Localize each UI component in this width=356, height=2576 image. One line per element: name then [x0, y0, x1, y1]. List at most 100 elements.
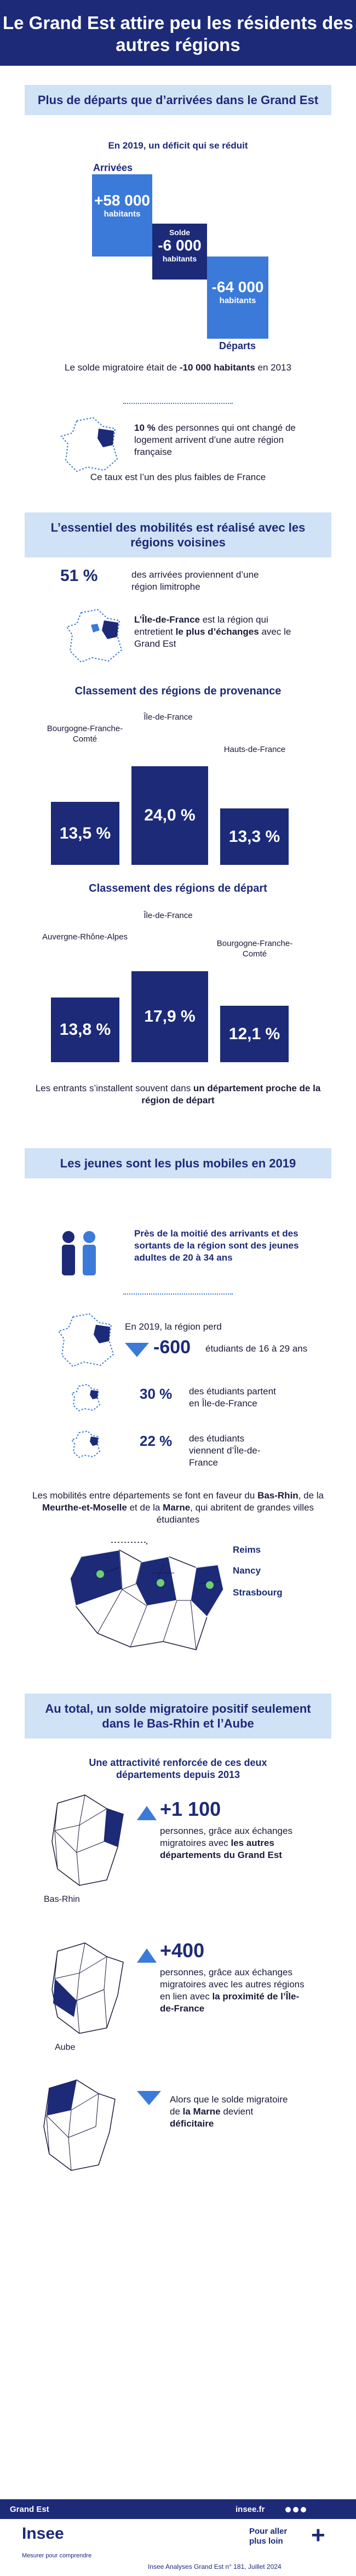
marne-map — [43, 2079, 116, 2172]
mob-text1: Les mobilités entre départements se font… — [32, 1490, 258, 1501]
dep-region-3: Bourgogne-Franche-Comté — [216, 939, 293, 959]
mob-bold3: Marne — [163, 1502, 191, 1513]
bas-rhin-text: personnes, grâce aux échanges migratoire… — [160, 1825, 313, 1861]
note-pre: Le solde migratoire était de — [65, 362, 180, 373]
france-idf-map-icon — [66, 608, 123, 663]
prov-bar-idf: 24,0 % — [131, 766, 208, 865]
aube-map — [51, 1942, 124, 2034]
departures-unit: habitants — [219, 296, 256, 305]
dep-region-1: Auvergne-Rhône-Alpes — [42, 932, 128, 942]
aube-bold: la proximité de l’Île-de-France — [160, 1991, 300, 2014]
plus-icon[interactable]: + — [311, 2522, 325, 2549]
aube-label: Aube — [55, 2043, 76, 2052]
idf-bold2: le plus d’échanges — [175, 626, 259, 637]
stu2-text: des étudiants viennent d’Île-de-France — [189, 1433, 261, 1468]
br-bold: les autres départements du Grand Est — [160, 1838, 282, 1860]
title-band: Le Grand Est attire peu les résidents de… — [0, 0, 356, 66]
entrants-text: Les entrants s’installent souvent dans u… — [33, 1082, 323, 1107]
marne-text2: devient — [220, 2106, 254, 2117]
dep-region-2: Île-de-France — [143, 911, 193, 920]
lose-pre: En 2019, la région perd — [125, 1321, 222, 1332]
dep-bar-ara: 13,8 % — [51, 998, 119, 1062]
marne-text1: Alors que le solde migratoire de — [170, 2094, 288, 2117]
aube-text: personnes, grâce aux échanges migratoire… — [160, 1967, 308, 2015]
city-reims: Reims — [233, 1545, 261, 1555]
dep-bar-bfc: 12,1 % — [220, 1006, 289, 1062]
br-text1: personnes, grâce aux échanges migratoire… — [160, 1826, 292, 1848]
idf-text2: avec le Grand Est — [134, 626, 291, 649]
arrivals-label: Arrivées — [93, 162, 133, 173]
prov-region-2: Île-de-France — [143, 713, 193, 722]
aube-text1: personnes, grâce aux échanges migratoire… — [160, 1967, 305, 2002]
france-students-map-icon — [58, 1313, 114, 1367]
prov-region-1: Bourgogne-Franche-Comté — [47, 724, 123, 744]
departures-value: -64 000 — [211, 278, 264, 295]
people-icon — [62, 1231, 96, 1275]
pct-newcomers: 10 % des personnes qui ont changé de log… — [134, 422, 304, 458]
page-title: Le Grand Est attire peu les résidents de… — [2, 13, 354, 55]
insee-tagline: Mesurer pour comprendre — [22, 2552, 92, 2559]
s1-subtitle: En 2019, un déficit qui se réduit — [108, 140, 248, 151]
social-icons[interactable] — [285, 2506, 307, 2514]
solde-box: Solde -6 000 habitants — [152, 224, 207, 280]
bas-rhin-value: +1 100 — [160, 1798, 221, 1820]
aube-value: +400 — [160, 1939, 205, 1962]
entrants-bold: un département proche de la région de dé… — [141, 1083, 321, 1105]
neighbour-pct: 51 % — [60, 567, 98, 585]
entrants-pre: Les entrants s’installent souvent dans — [35, 1083, 193, 1093]
divider — [123, 1293, 233, 1295]
city-nancy: Nancy — [233, 1565, 261, 1576]
solde-note: Le solde migratoire était de -10 000 hab… — [0, 362, 356, 374]
note-post: en 2013 — [255, 362, 291, 373]
dep-bar-idf: 17,9 % — [131, 971, 208, 1062]
solde-value: -6 000 — [158, 237, 202, 254]
prov-region-3: Hauts-de-France — [223, 745, 286, 754]
divider — [123, 403, 233, 404]
mobility-text: Les mobilités entre départements se font… — [30, 1490, 326, 1526]
arrivals-box: +58 000 habitants — [92, 174, 152, 257]
france-small-map-icon — [71, 1383, 101, 1412]
bas-rhin-label: Bas-Rhin — [44, 1895, 80, 1904]
prov-title: Classement des régions de provenance — [74, 685, 282, 697]
mob-text3: et de la — [127, 1502, 163, 1513]
mob-bold2: Meurthe-et-Moselle — [42, 1502, 127, 1513]
idf-bold: L’Île-de-France — [134, 614, 200, 625]
departures-box: -64 000 habitants — [207, 257, 268, 339]
grand-est-departments-map — [70, 1542, 224, 1650]
rate-note: Ce taux est l’un des plus faibles de Fra… — [90, 472, 266, 482]
prov-bar-hdf: 13,3 % — [220, 808, 289, 865]
idf-text: L’Île-de-France est la région qui entret… — [134, 614, 298, 650]
s4-subtitle: Une attractivité renforcée de ces deux d… — [89, 1757, 267, 1780]
pct-value: 10 % — [134, 423, 156, 433]
bas-rhin-map — [51, 1794, 124, 1887]
solde-label: Solde — [169, 228, 191, 237]
pct-text: des personnes qui ont changé de logement… — [134, 423, 296, 457]
note-bold: -10 000 habitants — [179, 362, 255, 373]
footer-site[interactable]: insee.fr — [236, 2505, 265, 2514]
stu2-pct: 22 % — [140, 1433, 173, 1449]
dep-title: Classement des régions de départ — [89, 882, 267, 894]
arrow-down-icon — [125, 1343, 149, 1357]
city-strasbourg: Strasbourg — [233, 1587, 283, 1598]
footer-band: Grand Est insee.fr — [0, 2499, 356, 2519]
young-text: Près de la moitié des arrivants et des s… — [134, 1228, 299, 1263]
arrivals-value: +58 000 — [94, 192, 150, 209]
footer-region: Grand Est — [10, 2505, 49, 2514]
stu1-pct: 30 % — [140, 1386, 173, 1402]
solde-unit: habitants — [162, 254, 197, 263]
marne-text: Alors que le solde migratoire de la Marn… — [170, 2094, 290, 2130]
arrivals-unit: habitants — [104, 209, 141, 219]
neighbour-text: des arrivées proviennent d’une région li… — [131, 569, 259, 592]
departures-label: Départs — [219, 340, 256, 351]
lose-post: étudiants de 16 à 29 ans — [205, 1343, 308, 1354]
insee-logo: Insee — [22, 2524, 64, 2543]
marne-bold2: déficitaire — [170, 2118, 214, 2129]
mob-text2: , de la — [298, 1490, 324, 1501]
france-small-map-icon — [71, 1430, 101, 1458]
arrow-up-icon — [137, 1806, 157, 1820]
footer-reference: Insee Analyses Grand Est n° 181, Juillet… — [148, 2563, 282, 2571]
pour-aller-plus-loin[interactable]: Pour aller plus loin — [249, 2527, 288, 2546]
idf-text1: est la région qui entretient — [134, 614, 268, 637]
section-3-heading: Les jeunes sont les plus mobiles en 2019 — [25, 1148, 331, 1178]
